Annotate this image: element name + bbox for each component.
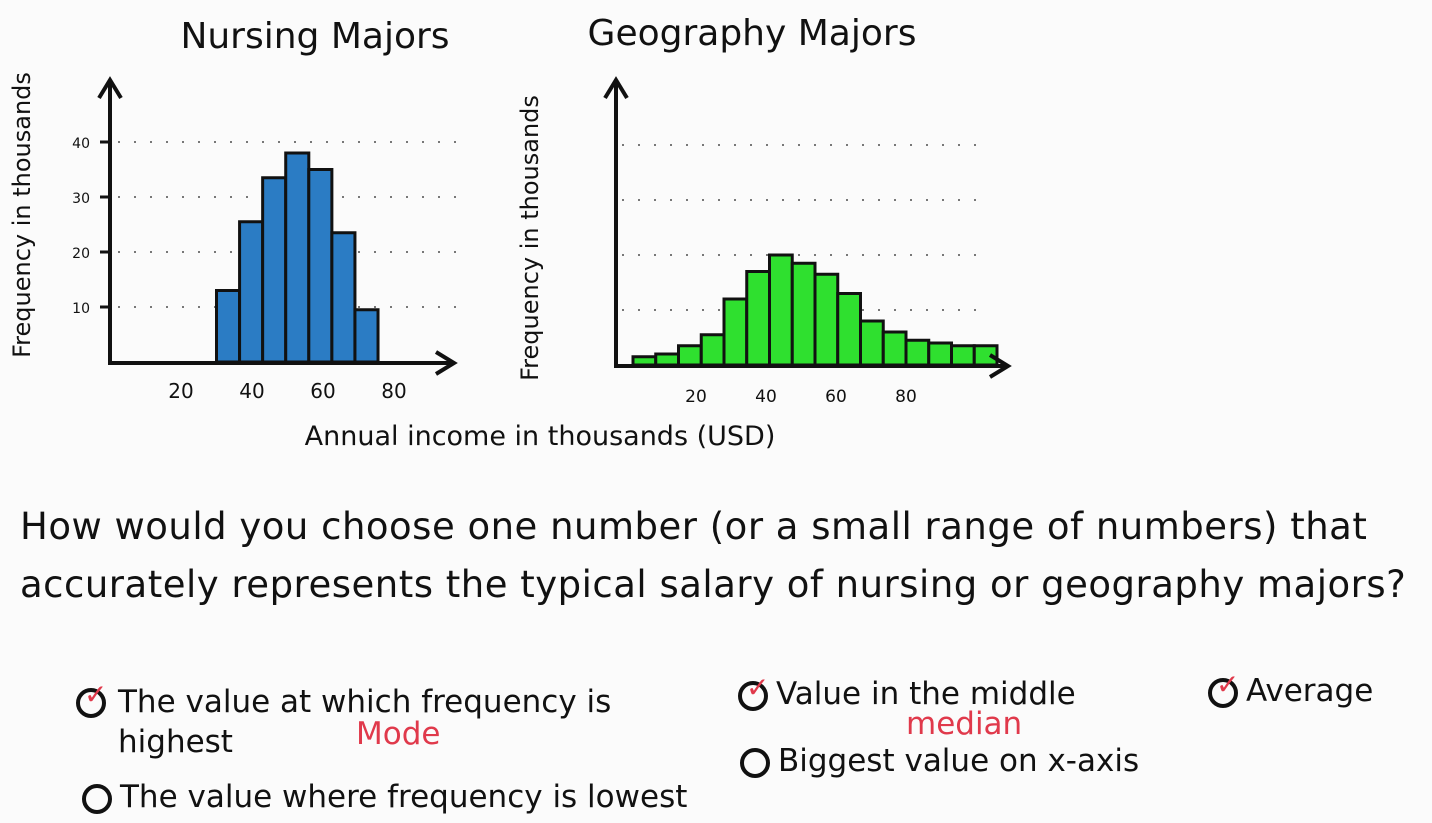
x-tick-label: 40 xyxy=(239,379,264,403)
option-biggest-radio[interactable] xyxy=(740,747,770,778)
x-tick-label: 80 xyxy=(381,379,406,403)
nursing-ylabel: Frequency in thousands xyxy=(8,72,36,358)
option-mode-label: The value at which frequency is highest xyxy=(118,684,612,760)
histogram-bar xyxy=(927,341,953,367)
histogram-bar xyxy=(904,338,931,367)
option-lowest-radio[interactable] xyxy=(82,783,112,814)
option-mode-radio[interactable]: ✓ xyxy=(76,678,107,718)
histogram-bar xyxy=(745,270,771,367)
histogram-bar xyxy=(353,308,380,364)
y-tick-label: 20 xyxy=(72,246,90,262)
histogram-bar xyxy=(881,330,908,367)
nursing-bars xyxy=(215,151,380,364)
check-mark-icon: ✓ xyxy=(1216,667,1240,701)
histogram-bar xyxy=(950,344,976,367)
question-text: How would you choose one number (or a sm… xyxy=(20,505,1407,606)
histogram-bar xyxy=(330,231,357,364)
nursing-x-ticks: 20 40 60 80 xyxy=(168,379,406,403)
x-axis-label: Annual income in thousands (USD) xyxy=(305,421,776,452)
geography-chart: Geography Majors 20 40 60 80 Frequency in t… xyxy=(516,13,1012,407)
option-middle-radio[interactable]: ✓ xyxy=(738,671,769,711)
geography-ylabel: Frequency in thousands xyxy=(516,95,544,381)
histogram-bar xyxy=(215,289,242,364)
histogram-bar xyxy=(699,333,726,367)
x-tick-label: 60 xyxy=(310,379,335,403)
option-middle[interactable]: ✓ Value in the middle xyxy=(738,671,1076,713)
histogram-bar xyxy=(284,151,311,364)
option-lowest-label: The value where frequency is lowest xyxy=(120,779,688,815)
histogram-bar xyxy=(836,292,862,367)
geography-x-arrow xyxy=(988,353,1012,379)
x-tick-label: 20 xyxy=(685,387,707,407)
histogram-bar xyxy=(238,220,265,364)
histogram-bar xyxy=(722,297,749,367)
x-tick-label: 80 xyxy=(895,387,917,407)
nursing-y-ticks: 10 20 30 40 xyxy=(72,136,112,317)
y-tick-label: 10 xyxy=(72,301,90,317)
histogram-bar xyxy=(654,352,680,367)
x-tick-label: 60 xyxy=(825,387,847,407)
option-biggest-label: Biggest value on x-axis xyxy=(778,743,1140,779)
check-mark-icon: ✓ xyxy=(746,670,770,704)
option-mode[interactable]: ✓ xyxy=(76,678,114,720)
histogram-bar xyxy=(261,176,288,364)
histogram-bar xyxy=(677,344,703,367)
option-middle-label: Value in the middle xyxy=(776,676,1076,712)
median-note: median xyxy=(906,706,1023,742)
histogram-bar xyxy=(631,355,658,367)
option-biggest[interactable]: Biggest value on x-axis xyxy=(740,742,1139,780)
geography-x-ticks: 20 40 60 80 xyxy=(685,387,917,407)
nursing-title: Nursing Majors xyxy=(180,16,449,57)
histogram-bar xyxy=(790,261,817,367)
x-tick-label: 40 xyxy=(755,387,777,407)
charts-area: Nursing Majors 20 40 60 80 10 20 30 40 Frequen… xyxy=(8,13,1012,452)
option-average[interactable]: ✓ Average xyxy=(1208,668,1374,710)
geography-title: Geography Majors xyxy=(588,13,917,54)
y-tick-label: 40 xyxy=(72,136,90,152)
option-lowest[interactable]: The value where frequency is lowest xyxy=(82,778,687,816)
nursing-x-arrow xyxy=(434,350,458,376)
histogram-bar xyxy=(859,319,885,367)
histogram-bar xyxy=(307,168,334,364)
y-tick-label: 30 xyxy=(72,191,90,207)
histogram-bar xyxy=(768,253,794,367)
check-mark-icon: ✓ xyxy=(84,677,108,711)
x-tick-label: 20 xyxy=(168,379,193,403)
nursing-chart: Nursing Majors 20 40 60 80 10 20 30 40 Frequen… xyxy=(8,16,775,452)
nursing-y-arrow xyxy=(97,76,123,100)
option-average-label: Average xyxy=(1246,673,1374,709)
histogram-bar xyxy=(813,272,840,367)
option-average-radio[interactable]: ✓ xyxy=(1208,668,1239,708)
mode-note: Mode xyxy=(356,716,441,752)
geography-y-arrow xyxy=(603,76,629,100)
